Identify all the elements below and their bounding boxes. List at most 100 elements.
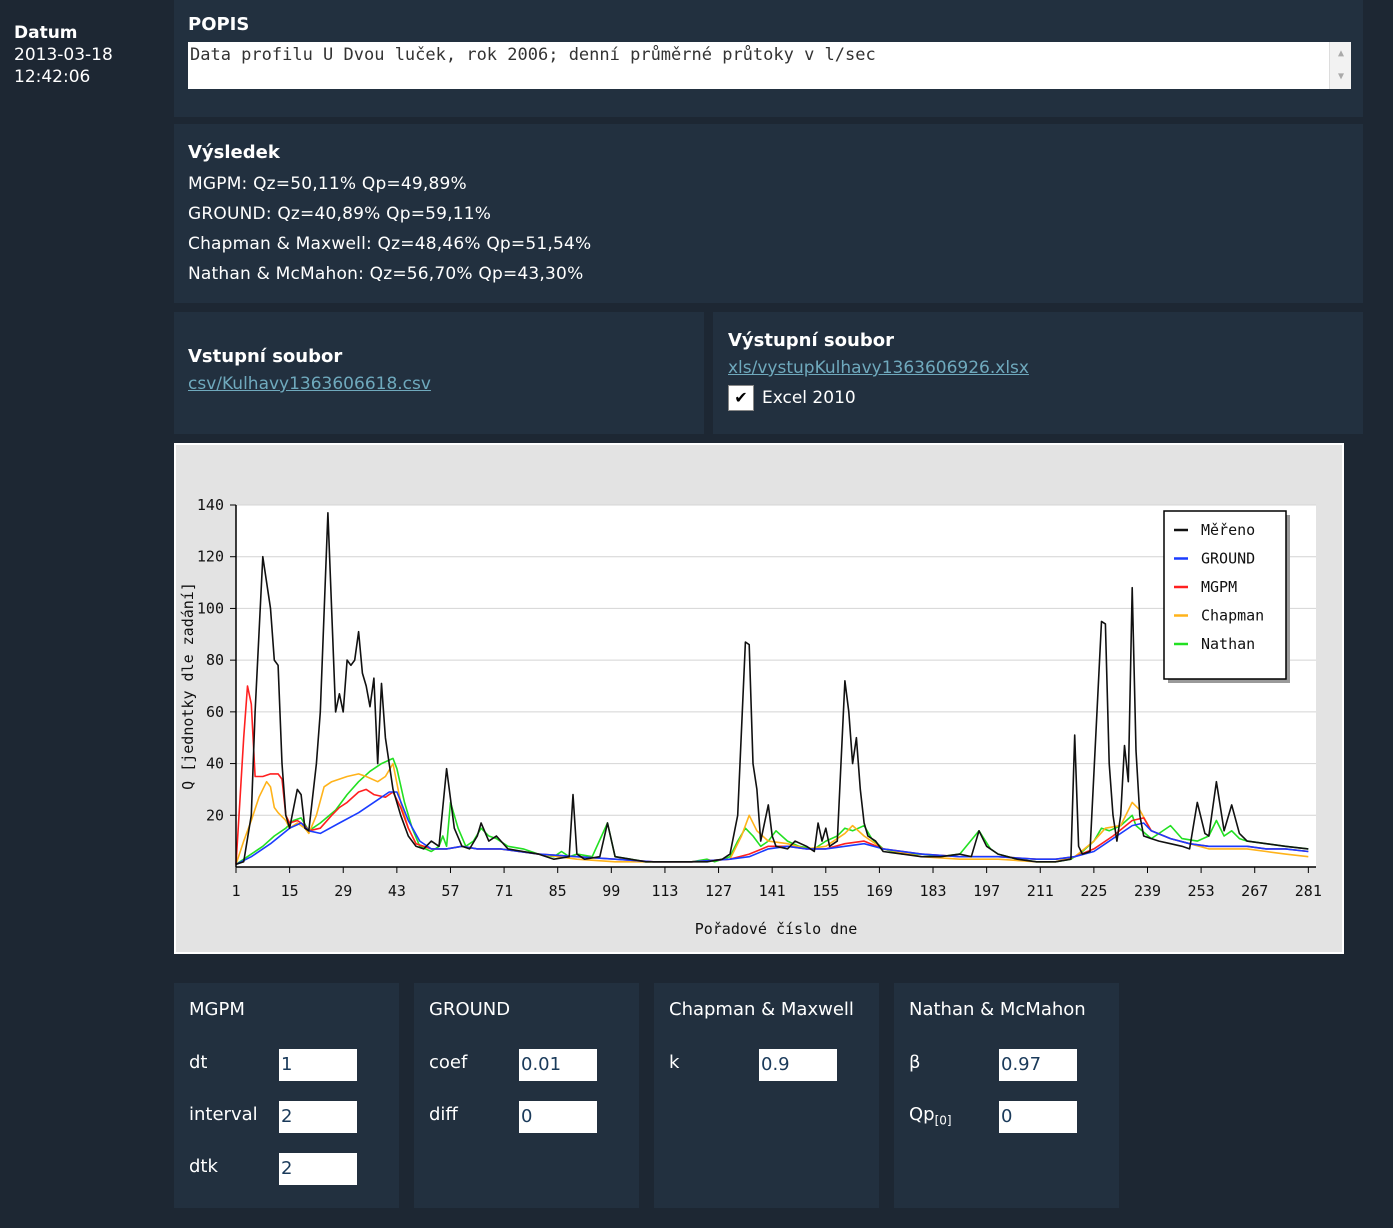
param-input-dt[interactable]: 1 <box>279 1049 357 1081</box>
x-tick-label: 225 <box>1080 882 1107 900</box>
x-axis-label: Pořadové číslo dne <box>695 920 858 938</box>
description-panel: POPIS Data profilu U Dvou luček, rok 200… <box>174 0 1363 117</box>
legend-label: Chapman <box>1201 607 1264 625</box>
x-tick-label: 239 <box>1134 882 1161 900</box>
input-file-title: Vstupní soubor <box>188 346 343 367</box>
excel-checkbox[interactable]: ✔ <box>728 385 754 411</box>
param-row: diff 0 <box>429 1101 624 1153</box>
input-file-link[interactable]: csv/Kulhavy1363606618.csv <box>188 374 431 394</box>
y-tick-label: 140 <box>197 496 224 514</box>
param-input-k[interactable]: 0.9 <box>759 1049 837 1081</box>
x-tick-label: 99 <box>602 882 620 900</box>
x-tick-label: 281 <box>1295 882 1322 900</box>
x-tick-label: 57 <box>441 882 459 900</box>
param-input-beta[interactable]: 0.97 <box>999 1049 1077 1081</box>
series-line-mereno <box>235 511 1309 866</box>
legend-box <box>1163 510 1287 680</box>
param-panel-chapman: Chapman & Maxwell k 0.9 <box>654 983 879 1208</box>
x-tick-label: 267 <box>1241 882 1268 900</box>
x-tick-label: 29 <box>334 882 352 900</box>
input-file-panel: Vstupní soubor csv/Kulhavy1363606618.csv <box>174 312 704 434</box>
description-textarea[interactable]: Data profilu U Dvou luček, rok 2006; den… <box>188 42 1351 89</box>
legend-label: MGPM <box>1201 578 1237 596</box>
param-title-ground: GROUND <box>429 999 511 1020</box>
param-label-qp0: Qp[0] <box>909 1104 952 1128</box>
x-tick-label: 85 <box>549 882 567 900</box>
description-text: Data profilu U Dvou luček, rok 2006; den… <box>190 45 876 65</box>
date-label: Datum <box>14 23 78 43</box>
result-panel: Výsledek MGPM: Qz=50,11% Qp=49,89% GROUN… <box>174 124 1363 303</box>
param-label-interval: interval <box>189 1104 258 1125</box>
x-tick-label: 211 <box>1027 882 1054 900</box>
y-tick-label: 120 <box>197 548 224 566</box>
legend-label: GROUND <box>1201 550 1255 568</box>
param-input-interval[interactable]: 2 <box>279 1101 357 1133</box>
param-label-qp0-sub: [0] <box>934 1113 952 1128</box>
param-input-dtk[interactable]: 2 <box>279 1153 357 1185</box>
param-panel-nathan: Nathan & McMahon β 0.97 Qp[0] 0 <box>894 983 1119 1208</box>
flow-chart: 20 40 60 80 100 120 140 1 15 29 43 57 71 85 99 113 127 14… <box>174 443 1344 954</box>
param-title-chapman: Chapman & Maxwell <box>669 999 854 1020</box>
x-tick-label: 113 <box>651 882 678 900</box>
series-line-nathan <box>235 757 1309 866</box>
textarea-scrollbar[interactable]: ▲ ▼ <box>1329 42 1351 89</box>
x-tick-label: 43 <box>388 882 406 900</box>
chart-svg: 20 40 60 80 100 120 140 1 15 29 43 57 71 85 99 113 127 14… <box>179 496 1322 938</box>
x-tick-label: 71 <box>495 882 513 900</box>
param-input-qp0[interactable]: 0 <box>999 1101 1077 1133</box>
x-tick-label: 141 <box>759 882 786 900</box>
param-input-coef[interactable]: 0.01 <box>519 1049 597 1081</box>
param-row: interval 2 <box>189 1101 384 1153</box>
param-row: dt 1 <box>189 1049 384 1101</box>
param-row: coef 0.01 <box>429 1049 624 1101</box>
param-label-dtk: dtk <box>189 1156 218 1177</box>
param-row: β 0.97 <box>909 1049 1104 1101</box>
y-tick-label: 20 <box>206 806 224 824</box>
output-file-panel: Výstupní soubor xls/vystupKulhavy1363606… <box>713 312 1363 434</box>
result-line-mgpm: MGPM: Qz=50,11% Qp=49,89% <box>188 174 467 194</box>
param-panel-mgpm: MGPM dt 1 interval 2 dtk 2 <box>174 983 399 1208</box>
excel-checkbox-label: Excel 2010 <box>762 388 856 408</box>
param-title-nathan: Nathan & McMahon <box>909 999 1086 1020</box>
param-row: k 0.9 <box>669 1049 864 1101</box>
x-tick-label: 169 <box>866 882 893 900</box>
param-label-dt: dt <box>189 1052 208 1073</box>
result-line-ground: GROUND: Qz=40,89% Qp=59,11% <box>188 204 492 224</box>
date-column: Datum 2013-03-18 12:42:06 <box>0 0 166 1228</box>
result-title: Výsledek <box>188 142 280 163</box>
param-label-coef: coef <box>429 1052 468 1073</box>
y-axis-label: Q [jednotky dle zadání] <box>179 582 197 790</box>
x-tick-label: 155 <box>812 882 839 900</box>
y-tick-label: 40 <box>206 755 224 773</box>
y-tick-label: 80 <box>206 651 224 669</box>
plot-area <box>236 505 1316 867</box>
param-title-mgpm: MGPM <box>189 999 245 1020</box>
scroll-up-icon[interactable]: ▲ <box>1337 48 1345 59</box>
x-tick-label: 197 <box>973 882 1000 900</box>
y-tick-label: 100 <box>197 599 224 617</box>
date-time: 12:42:06 <box>14 67 91 87</box>
x-tick-label: 127 <box>705 882 732 900</box>
result-line-nathan: Nathan & McMahon: Qz=56,70% Qp=43,30% <box>188 264 584 284</box>
date-day: 2013-03-18 <box>14 45 113 65</box>
x-tick-label: 1 <box>231 882 240 900</box>
result-line-chapman: Chapman & Maxwell: Qz=48,46% Qp=51,54% <box>188 234 592 254</box>
param-label-k: k <box>669 1052 680 1073</box>
scroll-down-icon[interactable]: ▼ <box>1337 71 1345 82</box>
series-line-ground <box>235 791 1309 866</box>
y-tick-label: 60 <box>206 703 224 721</box>
param-panel-ground: GROUND coef 0.01 diff 0 <box>414 983 639 1208</box>
legend-label: Nathan <box>1201 635 1255 653</box>
description-title: POPIS <box>188 14 250 35</box>
x-tick-label: 183 <box>919 882 946 900</box>
param-input-diff[interactable]: 0 <box>519 1101 597 1133</box>
excel-option: ✔ Excel 2010 <box>728 385 1348 411</box>
x-tick-label: 15 <box>281 882 299 900</box>
param-row: Qp[0] 0 <box>909 1101 1104 1153</box>
output-file-title: Výstupní soubor <box>728 330 894 351</box>
param-label-beta: β <box>909 1052 921 1073</box>
output-file-link[interactable]: xls/vystupKulhavy1363606926.xlsx <box>728 358 1029 378</box>
x-tick-label: 253 <box>1188 882 1215 900</box>
param-label-qp0-text: Qp <box>909 1104 935 1125</box>
legend-label: Měřeno <box>1201 521 1255 539</box>
